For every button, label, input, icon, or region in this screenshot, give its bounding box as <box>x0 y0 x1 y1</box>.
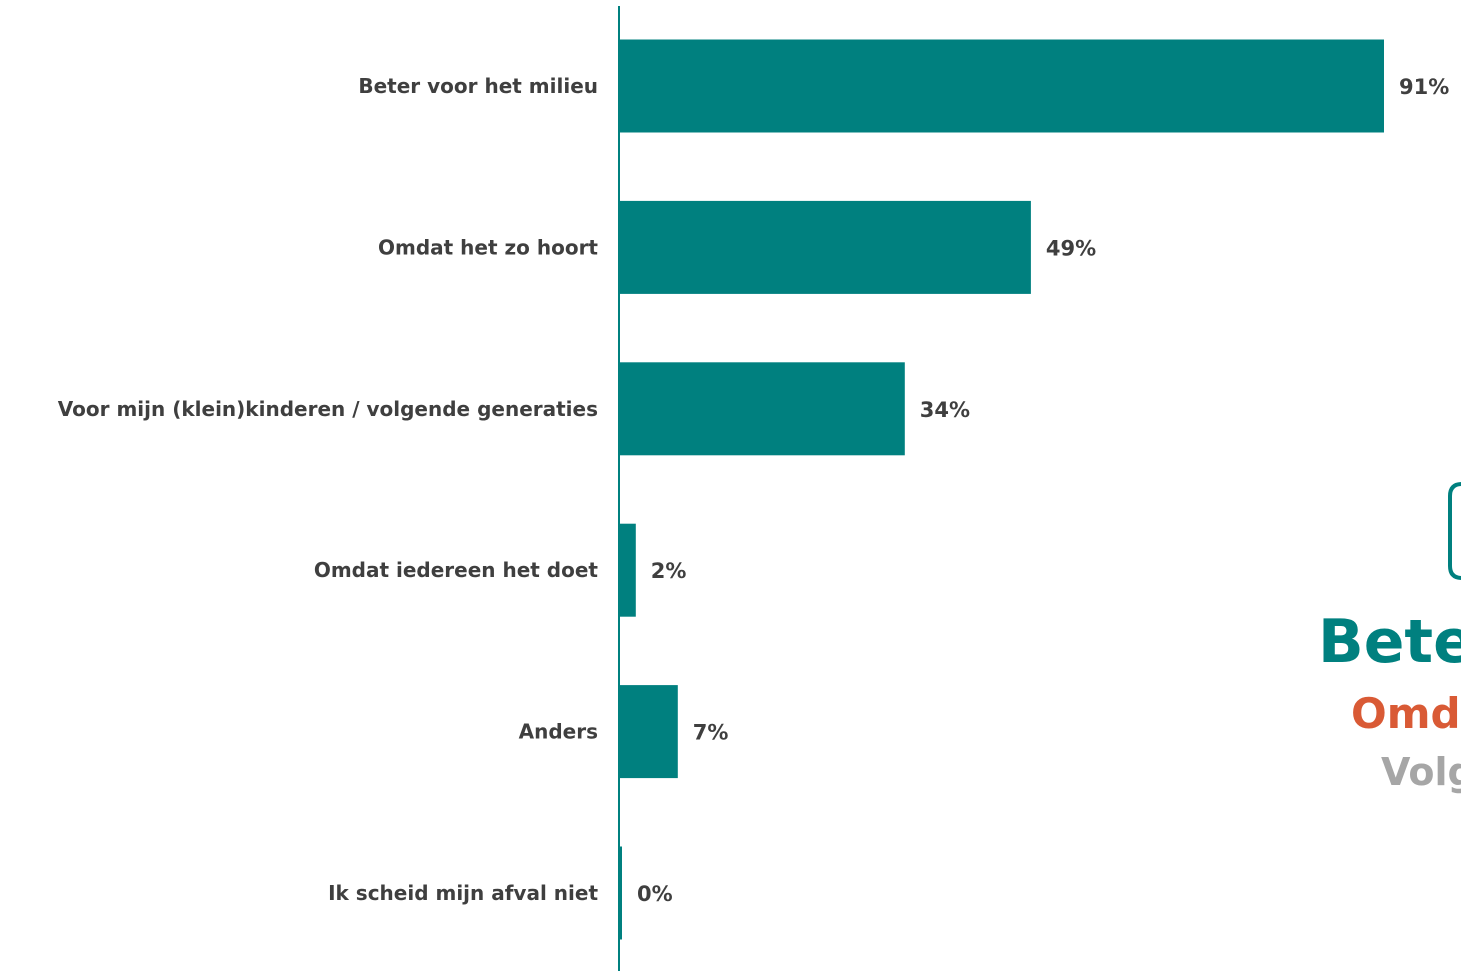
category-label-6: Ik scheid mijn afval niet <box>328 881 598 905</box>
value-label-4: 2% <box>651 559 687 583</box>
value-label-5: 7% <box>693 721 729 745</box>
overlay-frame <box>1448 482 1461 580</box>
bars-layer <box>619 39 1384 940</box>
category-label-1: Beter voor het milieu <box>358 74 598 98</box>
bar-6 <box>619 846 622 940</box>
value-label-2: 49% <box>1046 236 1096 260</box>
category-label-2: Omdat het zo hoort <box>378 235 598 259</box>
overlay-line-3: Volg <box>1381 750 1461 794</box>
bar-1 <box>619 39 1384 133</box>
bar-2 <box>619 200 1031 294</box>
category-label-3: Voor mijn (klein)kinderen / volgende gen… <box>58 397 598 421</box>
value-label-6: 0% <box>637 882 673 906</box>
bar-4 <box>619 523 636 617</box>
value-label-3: 34% <box>920 398 970 422</box>
labels-layer: Beter voor het milieu 91% Omdat het zo hoo… <box>58 74 1450 906</box>
category-label-4: Omdat iedereen het doet <box>314 558 599 582</box>
bar-3 <box>619 362 905 456</box>
category-label-5: Anders <box>519 720 598 744</box>
overlay-line-2: Omd <box>1351 689 1461 738</box>
value-label-1: 91% <box>1399 75 1449 99</box>
overlay-line-1: Bete <box>1318 607 1461 677</box>
bar-5 <box>619 685 678 779</box>
